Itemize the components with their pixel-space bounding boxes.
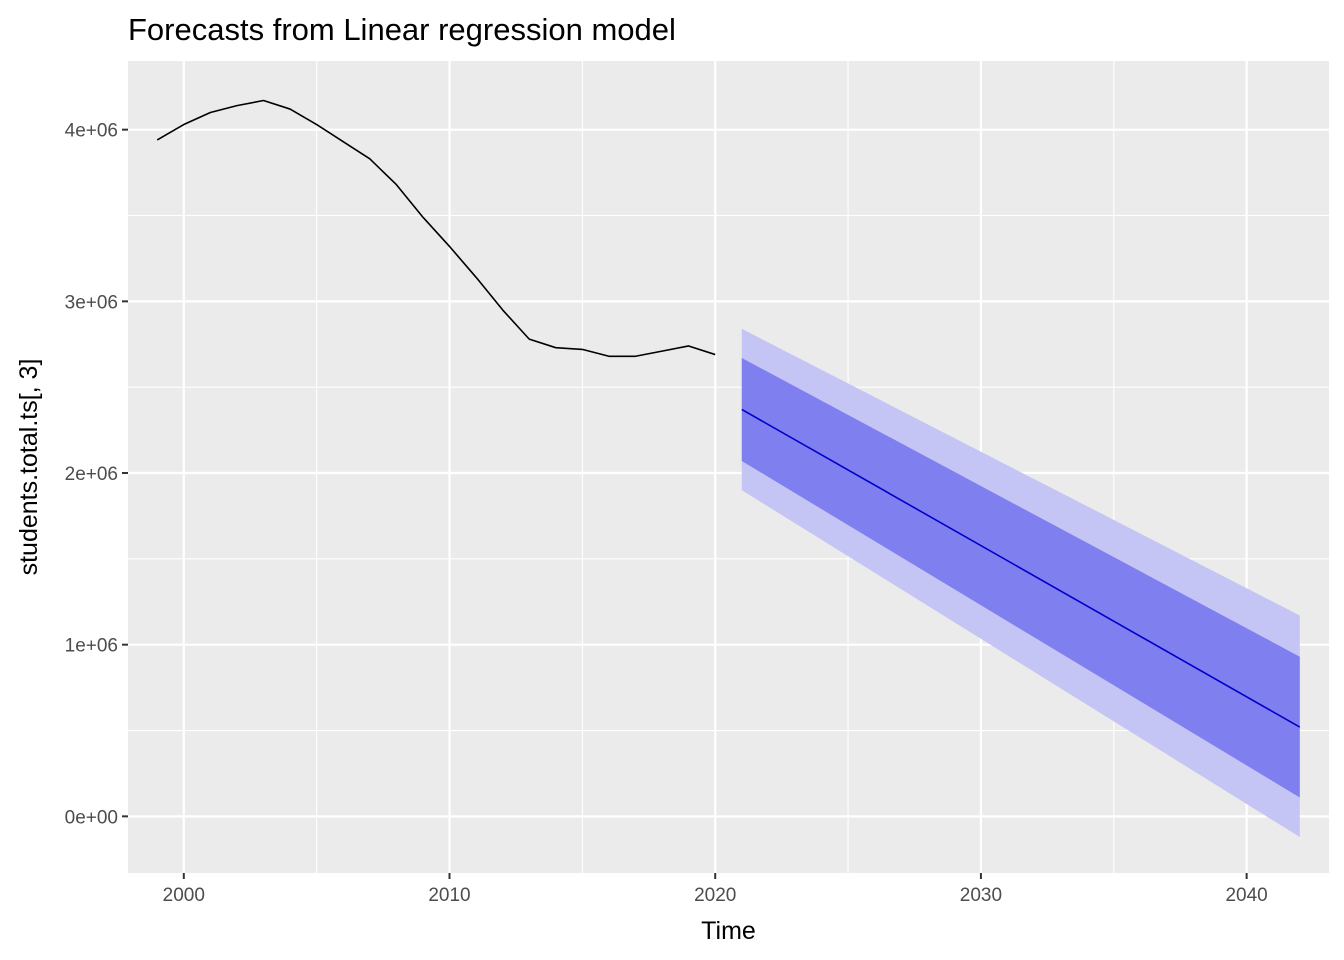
y-tick-label: 0e+00 <box>65 807 118 828</box>
y-axis-title: students.total.ts[, 3] <box>15 359 43 576</box>
y-tick-label: 4e+06 <box>65 121 118 142</box>
observed-line <box>156 99 716 358</box>
prediction-intervals <box>741 328 1300 837</box>
y-tick-label: 2e+06 <box>65 464 118 485</box>
x-axis: 2000 2010 2020 2030 2040 <box>163 873 1268 906</box>
interval-band-80 <box>741 357 1300 798</box>
x-tick-label: 2030 <box>960 885 1002 906</box>
chart-title: Forecasts from Linear regression model <box>128 12 676 47</box>
x-tick-label: 2010 <box>428 885 470 906</box>
x-tick-label: 2040 <box>1225 885 1267 906</box>
x-tick-label: 2000 <box>163 885 205 906</box>
x-axis-title: Time <box>701 917 756 945</box>
y-tick-label: 3e+06 <box>65 292 118 313</box>
y-tick-label: 1e+06 <box>65 636 118 657</box>
x-tick-label: 2020 <box>694 885 736 906</box>
major-gridlines <box>128 61 1329 873</box>
forecast-line <box>741 408 1301 728</box>
plot-panel <box>128 61 1329 873</box>
series-lines <box>156 99 1301 728</box>
y-axis: 0e+00 1e+06 2e+06 3e+06 4e+06 <box>65 121 128 828</box>
